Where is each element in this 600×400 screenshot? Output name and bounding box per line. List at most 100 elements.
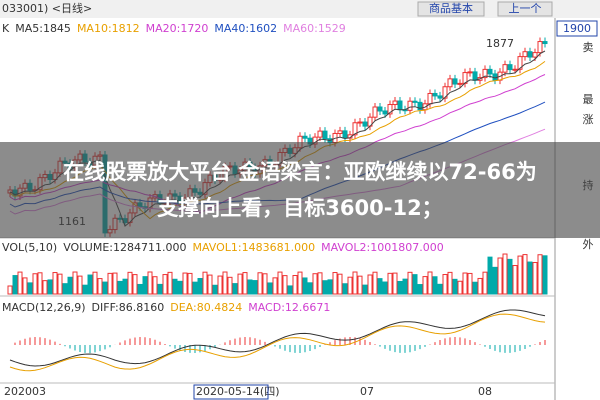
volume-bar <box>432 276 438 295</box>
volume-bar <box>77 275 83 295</box>
volume-bar <box>12 275 18 295</box>
button[interactable] <box>497 1 553 17</box>
candle <box>377 106 383 112</box>
volume-bar <box>147 271 153 295</box>
side-label: 涨 <box>583 113 594 126</box>
legend-text: MACD:12.6671 <box>248 301 330 314</box>
volume-bar <box>272 277 278 295</box>
volume-bar <box>192 281 198 295</box>
volume-bar <box>417 284 423 295</box>
diff-line <box>9 309 546 367</box>
volume-bar <box>152 276 158 295</box>
candle <box>472 71 478 81</box>
volume-bar <box>17 271 23 295</box>
volume-bar <box>402 278 408 295</box>
volume-bar <box>437 283 443 295</box>
legend-text: MA60:1529 <box>283 22 346 35</box>
volume-bar <box>357 275 363 295</box>
volume-bar <box>72 271 78 295</box>
legend-text: K <box>2 22 10 35</box>
volume-bar <box>242 272 248 295</box>
volume-bar <box>67 276 73 295</box>
candle <box>542 41 548 45</box>
volume-bar <box>157 283 163 295</box>
candle <box>432 92 438 97</box>
volume-bar <box>27 282 33 295</box>
volume-bar <box>107 272 113 295</box>
legend-text: MA40:1602 <box>214 22 277 35</box>
volume-bar <box>472 281 478 295</box>
volume-bar <box>167 271 173 295</box>
volume-bar <box>227 276 233 295</box>
x-label: 202003 <box>4 385 46 398</box>
volume-bar <box>342 283 348 295</box>
candle <box>442 86 448 99</box>
volume-bar <box>387 272 393 295</box>
volume-bar <box>397 280 403 295</box>
candle <box>457 82 463 85</box>
volume-bar <box>162 274 168 295</box>
volume-bar <box>487 256 493 295</box>
volume-bar <box>132 274 138 295</box>
button-label[interactable]: 上一个 <box>509 2 542 15</box>
candle <box>412 100 418 103</box>
volume-bar <box>372 271 378 295</box>
volume-bar <box>507 258 513 295</box>
volume-bar <box>522 254 528 295</box>
legend-text: MAVOL1:1483681.000 <box>192 241 315 254</box>
volume-bar <box>197 278 203 295</box>
volume-bar <box>422 276 428 295</box>
volume-bar <box>172 278 178 295</box>
candle <box>532 52 538 58</box>
candle <box>447 78 453 88</box>
volume-bar <box>32 273 38 295</box>
volume-bar <box>412 274 418 295</box>
volume-bar <box>277 271 283 295</box>
volume-bar <box>102 281 108 295</box>
volume-bar <box>117 280 123 295</box>
candle <box>522 51 528 58</box>
candle <box>352 122 358 136</box>
side-label: 最 <box>583 93 594 106</box>
candle <box>502 64 508 73</box>
candle <box>372 106 378 118</box>
volume-bar <box>182 272 188 295</box>
volume-bar <box>47 279 53 295</box>
candle <box>382 110 388 115</box>
volume-bar <box>22 277 28 295</box>
volume-bar <box>382 281 388 295</box>
volume-bar <box>52 272 58 295</box>
button[interactable] <box>417 1 485 17</box>
overlay-line: 支撑向上看，目标3600-12； <box>157 196 443 220</box>
volume-bar <box>37 272 43 295</box>
volume-bar <box>542 255 548 295</box>
volume-bar <box>237 273 243 295</box>
volume-bar <box>362 284 368 295</box>
volume-bar <box>407 271 413 295</box>
candle <box>487 68 493 75</box>
volume-bar <box>57 273 63 295</box>
candle <box>467 71 473 74</box>
volume-bar <box>532 262 538 295</box>
dea-line <box>9 313 546 372</box>
volume-bar <box>427 271 433 295</box>
volume-bar <box>282 275 288 295</box>
volume-bar <box>292 275 298 295</box>
candle <box>512 68 518 71</box>
candle <box>317 130 323 138</box>
volume-bar <box>62 283 68 295</box>
volume-bar <box>212 284 218 295</box>
volume-bar <box>302 277 308 295</box>
high-label: 1877 <box>486 37 514 50</box>
price-box-text: 1900 <box>563 22 591 35</box>
volume-bar <box>267 282 273 295</box>
volume-bar <box>307 282 313 295</box>
volume-bar <box>127 271 133 295</box>
button-label[interactable]: 商品基本 <box>429 1 473 15</box>
legend-text: DIFF:86.8160 <box>92 301 165 314</box>
candle <box>427 92 433 105</box>
overlay-line: 在线股票放大平台 金语梁言：亚欧继续以72-66为 <box>63 160 537 184</box>
volume-bar <box>202 271 208 295</box>
candle <box>362 121 368 127</box>
volume-bar <box>232 283 238 295</box>
